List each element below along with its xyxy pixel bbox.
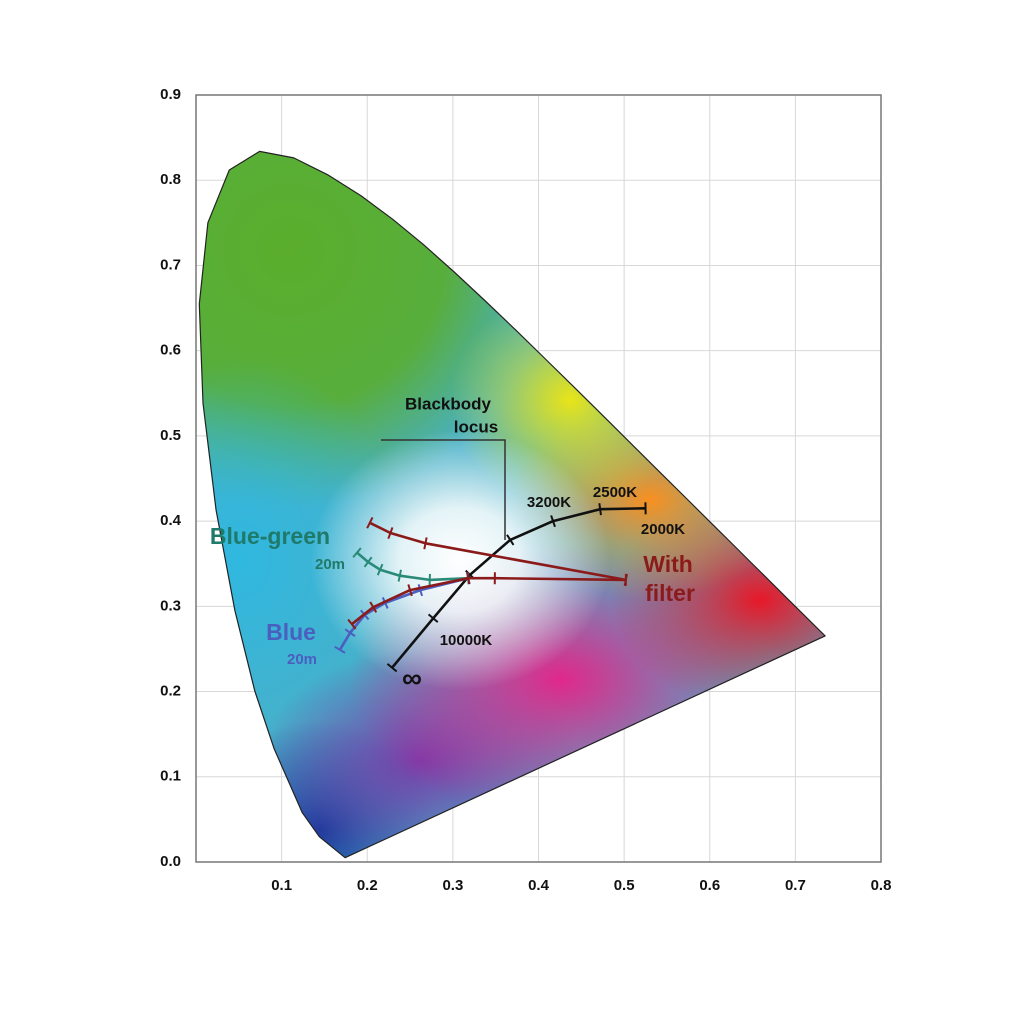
- y-tick-label: 0.7: [160, 256, 181, 273]
- annotation: With: [643, 551, 693, 577]
- y-tick-label: 0.5: [160, 427, 181, 444]
- annotation: filter: [645, 580, 695, 606]
- curve: [369, 521, 627, 582]
- y-tick-label: 0.2: [160, 683, 181, 700]
- x-tick-label: 0.8: [871, 877, 892, 894]
- curve: [356, 551, 469, 582]
- vertex-tick: [366, 516, 374, 529]
- vertex-tick: [352, 547, 362, 558]
- annotation: 10000K: [440, 632, 493, 649]
- vertex-tick: [397, 569, 402, 582]
- annotation: ∞: [402, 662, 422, 693]
- y-tick-label: 0.6: [160, 342, 181, 359]
- annotation: Blue-green: [210, 523, 330, 549]
- plot-frame: [195, 94, 882, 863]
- y-tick-label: 0.4: [160, 512, 182, 529]
- vertex-tick: [417, 584, 424, 597]
- vertex-tick: [344, 628, 356, 638]
- vertex-tick: [334, 645, 346, 654]
- annotation: Blackbody: [405, 394, 492, 413]
- vertex-tick: [423, 537, 428, 550]
- vertex-tick: [506, 534, 515, 546]
- curve: [350, 576, 626, 626]
- vertex-tick: [376, 563, 384, 576]
- vertex-tick: [466, 572, 471, 585]
- vertex-tick: [347, 618, 357, 630]
- x-tick-label: 0.3: [442, 877, 463, 894]
- y-tick-label: 0.0: [160, 853, 181, 870]
- leader-line: [381, 439, 506, 540]
- y-tick-label: 0.3: [160, 597, 181, 614]
- vertex-tick: [598, 503, 602, 516]
- x-tick-label: 0.7: [785, 877, 806, 894]
- annotation: 2500K: [593, 484, 637, 501]
- vertex-tick: [369, 601, 378, 613]
- annotation: Blue: [266, 619, 316, 645]
- spectral-locus: [198, 150, 826, 859]
- annotation: 3200K: [527, 494, 571, 511]
- x-tick-label: 0.2: [357, 877, 378, 894]
- gamut-fill: [199, 151, 826, 858]
- x-tick-label: 0.6: [699, 877, 720, 894]
- annotation: 2000K: [641, 521, 685, 538]
- vertex-tick: [387, 527, 394, 540]
- vertex-tick: [550, 515, 556, 528]
- x-tick-label: 0.5: [614, 877, 635, 894]
- vertex-tick: [386, 663, 398, 673]
- vertex-tick: [407, 584, 413, 597]
- vertex-tick: [427, 613, 439, 623]
- x-tick-label: 0.4: [528, 877, 550, 894]
- annotation: 20m: [287, 651, 317, 668]
- vertex-tick: [363, 556, 373, 568]
- annotation: locus: [454, 417, 498, 436]
- y-tick-label: 0.9: [160, 86, 181, 103]
- x-tick-label: 0.1: [271, 877, 292, 894]
- y-tick-label: 0.1: [160, 768, 181, 785]
- y-tick-label: 0.8: [160, 171, 181, 188]
- annotation: 20m: [315, 556, 345, 573]
